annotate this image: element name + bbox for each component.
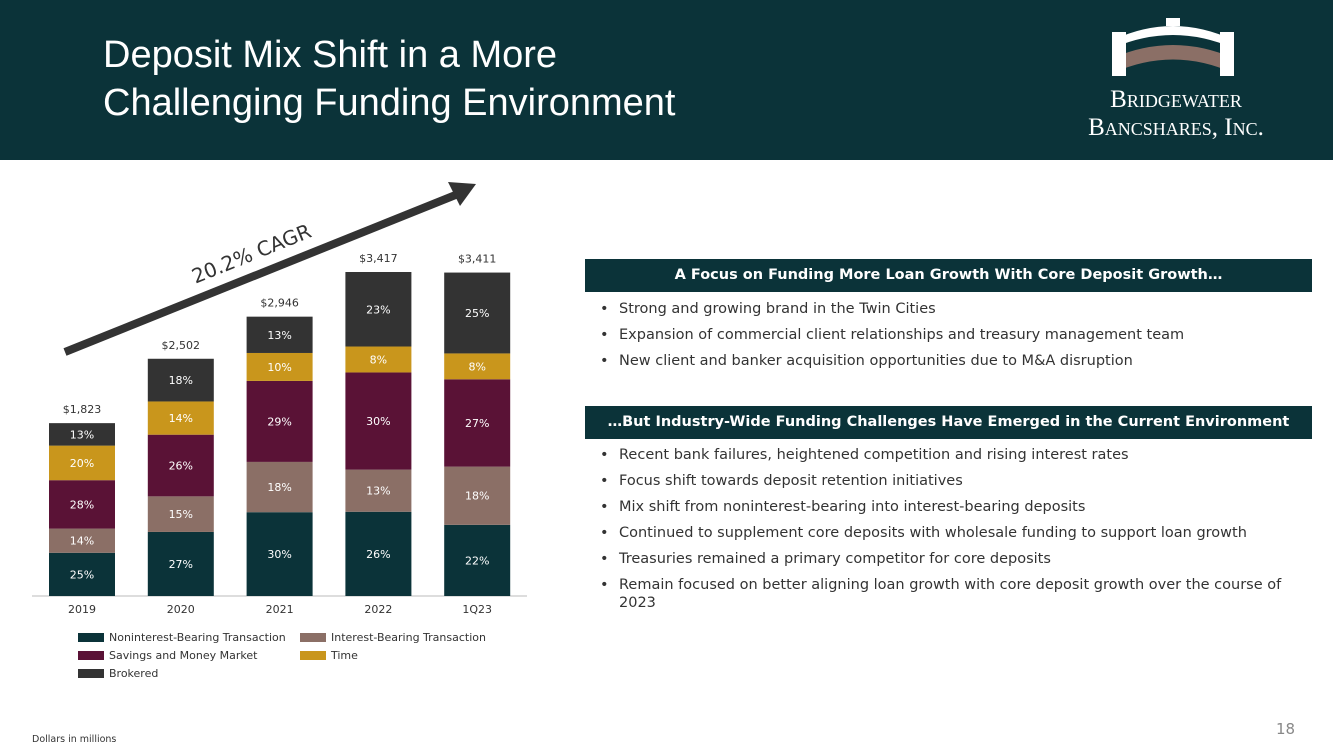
segment-label: 10% xyxy=(267,361,291,374)
segment-label: 18% xyxy=(465,490,489,503)
bullet: Continued to supplement core deposits wi… xyxy=(600,524,1285,542)
bullet: Treasuries remained a primary competitor… xyxy=(600,550,1285,568)
legend-label: Time xyxy=(330,649,358,662)
bar-segment xyxy=(444,466,511,525)
total-label: $2,502 xyxy=(162,339,201,352)
total-label: $2,946 xyxy=(260,297,299,310)
segment-label: 23% xyxy=(366,303,390,316)
x-tick-label: 2019 xyxy=(68,603,96,616)
x-tick-label: 2020 xyxy=(167,603,195,616)
segment-label: 25% xyxy=(70,568,94,581)
legend-swatch xyxy=(78,633,104,642)
bullet: Remain focused on better aligning loan g… xyxy=(600,576,1285,612)
bullet-list: Recent bank failures, heightened competi… xyxy=(585,446,1285,620)
segment-label: 8% xyxy=(468,360,485,373)
legend-label: Savings and Money Market xyxy=(109,649,258,662)
legend-label: Interest-Bearing Transaction xyxy=(331,631,486,644)
bar-segment xyxy=(246,512,313,596)
bar-segment xyxy=(246,352,313,381)
legend-swatch xyxy=(78,651,104,660)
segment-label: 26% xyxy=(366,548,390,561)
page-number: 18 xyxy=(1276,720,1296,738)
segment-label: 27% xyxy=(465,417,489,430)
bar-segment xyxy=(246,380,313,462)
header: Deposit Mix Shift in a More Challenging … xyxy=(0,0,1333,160)
bar-segment xyxy=(345,372,412,470)
footnote: Dollars in millions xyxy=(32,734,117,745)
bar-segment xyxy=(147,358,214,402)
bar-segment xyxy=(49,480,115,529)
cagr-arrow xyxy=(63,190,460,356)
bullet: Expansion of commercial client relations… xyxy=(600,326,1285,344)
segment-label: 28% xyxy=(70,498,94,511)
bar-segment xyxy=(246,461,313,513)
segment-label: 25% xyxy=(465,307,489,320)
bullet: Focus shift towards deposit retention in… xyxy=(600,472,1285,490)
total-label: $1,823 xyxy=(63,403,102,416)
total-label: $3,417 xyxy=(359,252,398,265)
section-heading: A Focus on Funding More Loan Growth With… xyxy=(585,259,1312,292)
bar-segment xyxy=(444,272,511,354)
cagr-arrowhead xyxy=(448,182,476,206)
legend-swatch xyxy=(300,633,326,642)
segment-label: 8% xyxy=(370,353,387,366)
logo-text: Bancshares, Inc. xyxy=(1088,114,1264,141)
chart: 20.2% CAGR 25%14%28%20%13%$1,823201927%1… xyxy=(32,182,527,680)
x-tick-label: 2021 xyxy=(266,603,294,616)
bar-segment xyxy=(49,423,115,446)
title-line: Deposit Mix Shift in a More xyxy=(103,34,558,76)
segment-label: 13% xyxy=(267,329,291,342)
section-heading: …But Industry-Wide Funding Challenges Ha… xyxy=(585,406,1312,439)
title-line: Challenging Funding Environment xyxy=(103,82,676,124)
bar-segment xyxy=(147,401,214,435)
segment-label: 30% xyxy=(366,415,390,428)
bar-segment xyxy=(147,434,214,497)
bar-segment xyxy=(49,445,115,481)
segment-label: 15% xyxy=(169,508,193,521)
segment-label: 26% xyxy=(169,460,193,473)
segment-label: 18% xyxy=(169,374,193,387)
segment-label: 29% xyxy=(267,415,291,428)
segment-label: 20% xyxy=(70,457,94,470)
bullet: Strong and growing brand in the Twin Cit… xyxy=(600,300,1285,318)
segment-label: 18% xyxy=(267,481,291,494)
total-label: $3,411 xyxy=(458,253,497,266)
bar-segment xyxy=(345,346,412,373)
segment-label: 27% xyxy=(169,558,193,571)
bar-segment xyxy=(49,552,115,596)
segment-label: 14% xyxy=(169,412,193,425)
bar-segment xyxy=(444,379,511,467)
segment-label: 22% xyxy=(465,554,489,567)
segment-label: 13% xyxy=(366,485,390,498)
legend-swatch xyxy=(78,669,104,678)
segment-label: 13% xyxy=(70,428,94,441)
bar-segment xyxy=(147,496,214,532)
bullet: New client and banker acquisition opport… xyxy=(600,352,1285,370)
bullet: Mix shift from noninterest-bearing into … xyxy=(600,498,1285,516)
bar-segment xyxy=(345,511,412,596)
legend-label: Brokered xyxy=(109,667,158,680)
bullet: Recent bank failures, heightened competi… xyxy=(600,446,1285,464)
x-tick-label: 2022 xyxy=(364,603,392,616)
bar-segment xyxy=(444,353,511,380)
logo-text: Bridgewater xyxy=(1110,86,1242,113)
logo-mark xyxy=(1112,18,1234,76)
legend-label: Noninterest-Bearing Transaction xyxy=(109,631,286,644)
bar-segment xyxy=(246,316,313,353)
bar-segment xyxy=(444,524,511,596)
bar-segment xyxy=(345,469,412,512)
x-tick-label: 1Q23 xyxy=(462,603,492,616)
bar-segment xyxy=(147,531,214,596)
bar-segment xyxy=(345,272,412,347)
segment-label: 14% xyxy=(70,535,94,548)
bar-segment xyxy=(49,528,115,553)
segment-label: 30% xyxy=(267,548,291,561)
legend-swatch xyxy=(300,651,326,660)
bullet-list: Strong and growing brand in the Twin Cit… xyxy=(585,300,1285,378)
